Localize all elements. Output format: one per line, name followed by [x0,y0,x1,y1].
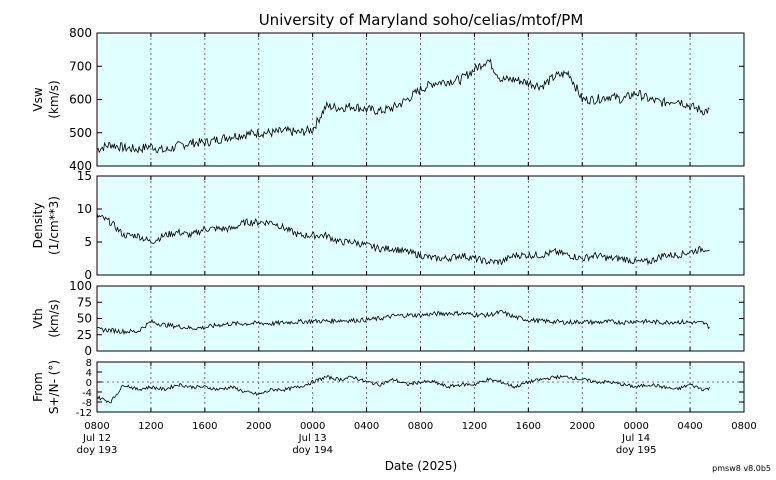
y-tick-label: 5 [84,235,92,249]
y-tick-label: 8 [86,358,92,369]
y-axis-unit-label: S+/N- (°) [47,360,61,414]
date-label: Jul 14 [621,433,650,444]
y-tick-label: 500 [69,126,92,140]
x-tick-label: 2000 [570,421,595,432]
data-series-line [96,374,710,404]
y-tick-label: 0 [86,378,92,389]
x-tick-label: 0000 [623,421,648,432]
y-axis-unit-label: (km/s) [47,299,61,337]
chart-title: University of Maryland soho/celias/mtof/… [259,11,584,29]
x-tick-label: 0400 [677,421,702,432]
x-tick-label: 0800 [408,421,433,432]
x-tick-label: 1200 [462,421,487,432]
x-tick-label: 0400 [354,421,379,432]
y-tick-label: -12 [76,408,92,419]
date-label: Jul 13 [298,433,327,444]
version-label: pmsw8 v8.0b5 [712,464,771,473]
y-tick-label: 0 [84,268,92,282]
y-axis-unit-label: (km/s) [47,80,61,118]
x-tick-label: 1600 [192,421,217,432]
x-tick-label: 0000 [300,421,325,432]
y-tick-label: -8 [82,398,92,409]
y-axis-label: Vsw [31,87,45,111]
x-tick-label: 1200 [138,421,163,432]
panel-1: 400 500 600 700 800 Vsw (km/s) [31,26,745,173]
panel-3: 0 25 50 75 100 Vth (km/s) [31,279,745,358]
y-tick-label: 0 [84,344,92,358]
data-series-line [96,212,710,266]
y-axis-label: From [31,372,45,402]
y-tick-label: 100 [69,279,92,293]
x-tick-label: 0800 [84,421,109,432]
y-tick-label: 700 [69,59,92,73]
panel-2: 0 5 10 15 Density (1/cm**3) [31,169,745,282]
date-label: Jul 12 [82,433,111,444]
doy-label: doy 193 [77,445,118,456]
y-axis-unit-label: (1/cm**3) [47,196,61,255]
y-tick-label: 75 [77,295,92,309]
y-tick-label: 10 [77,202,92,216]
y-tick-label: 600 [69,93,92,107]
y-tick-label: 25 [77,328,92,342]
x-axis: 0800 1200 1600 2000 0000 0400 0800 1200 1600 2000… [77,421,757,456]
doy-label: doy 194 [292,445,333,456]
data-series-line [96,58,710,154]
y-tick-label: 50 [77,312,92,326]
y-tick-label: 800 [69,26,92,40]
x-tick-label: 0800 [731,421,756,432]
y-tick-label: 400 [69,159,92,173]
y-axis-label: Vth [31,308,45,329]
y-tick-label: 4 [86,368,92,379]
x-tick-label: 2000 [246,421,271,432]
y-tick-label: -4 [82,388,92,399]
x-axis-label: Date (2025) [385,459,457,473]
y-tick-label: 15 [77,169,92,183]
doy-label: doy 195 [616,445,657,456]
x-tick-label: 1600 [516,421,541,432]
data-series-line [96,309,710,336]
y-axis-label: Density [31,203,45,249]
